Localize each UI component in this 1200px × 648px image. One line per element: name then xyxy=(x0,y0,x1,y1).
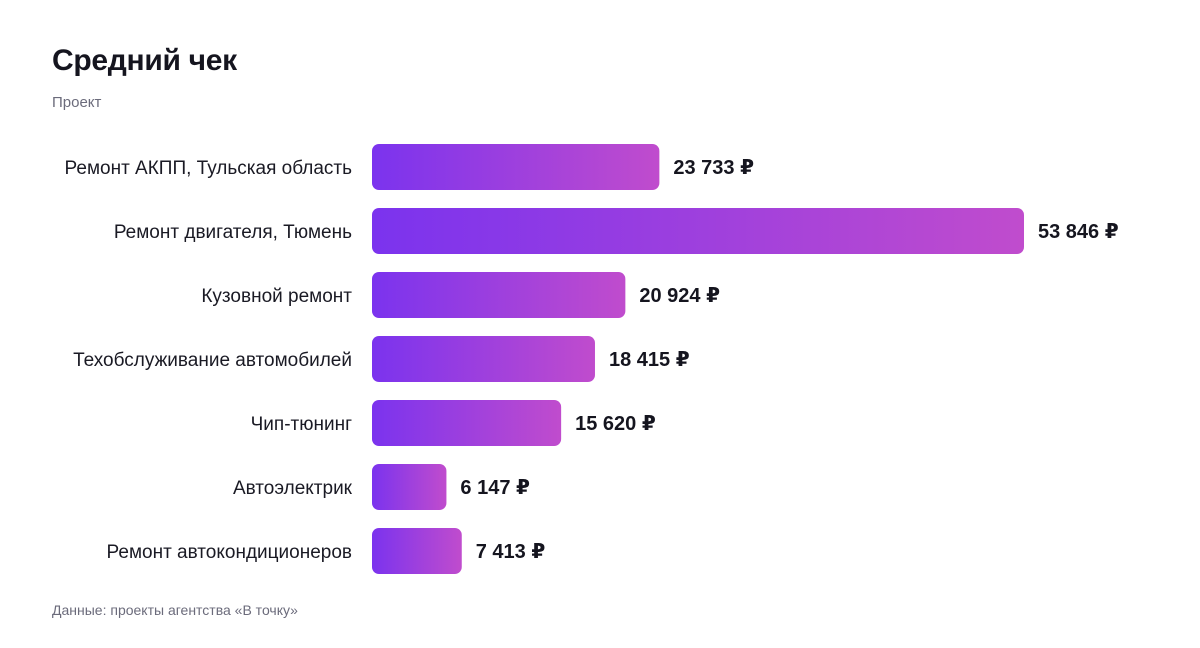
category-label: Ремонт автокондиционеров xyxy=(107,542,352,563)
value-label: 7 413 ₽ xyxy=(476,541,546,563)
chart-title: Средний чек xyxy=(52,44,237,77)
bar xyxy=(372,144,660,190)
bar xyxy=(372,464,447,510)
currency-unit: ₽ xyxy=(531,541,545,563)
currency-unit: ₽ xyxy=(516,477,530,499)
bar xyxy=(372,336,595,382)
category-label: Техобслуживание автомобилей xyxy=(73,350,352,371)
value-label: 6 147 ₽ xyxy=(460,477,530,499)
bar xyxy=(372,272,626,318)
currency-unit: ₽ xyxy=(676,349,690,371)
category-label: Автоэлектрик xyxy=(233,478,353,499)
bars-group: Ремонт АКПП, Тульская область 23 733 ₽ Рем… xyxy=(65,144,1119,574)
bar xyxy=(372,528,462,574)
value-label: 15 620 ₽ xyxy=(575,413,656,435)
currency-unit: ₽ xyxy=(706,285,720,307)
value-label: 20 924 ₽ xyxy=(639,285,720,307)
category-label: Чип-тюнинг xyxy=(251,414,352,435)
category-label: Кузовной ремонт xyxy=(201,286,352,307)
bar xyxy=(372,400,562,446)
value-label: 23 733 ₽ xyxy=(673,157,754,179)
value-label: 18 415 ₽ xyxy=(609,349,690,371)
source-note: Данные: проекты агентства «В точку» xyxy=(52,602,298,618)
currency-unit: ₽ xyxy=(740,157,754,179)
currency-unit: ₽ xyxy=(1105,221,1119,243)
currency-unit: ₽ xyxy=(642,413,656,435)
category-label: Ремонт АКПП, Тульская область xyxy=(65,158,353,179)
chart-subtitle: Проект xyxy=(52,94,102,111)
value-label: 53 846 ₽ xyxy=(1038,221,1119,243)
bar xyxy=(372,208,1024,254)
category-label: Ремонт двигателя, Тюмень xyxy=(114,222,352,243)
